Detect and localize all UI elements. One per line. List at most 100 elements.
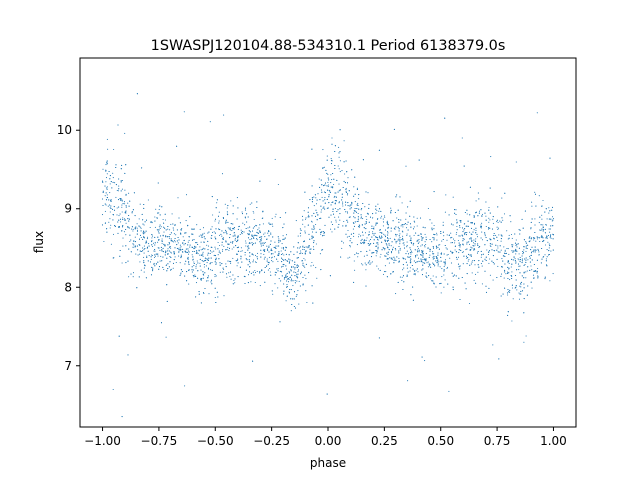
data-point (441, 268, 443, 270)
data-point (314, 215, 317, 217)
data-point (317, 193, 319, 195)
data-point (379, 237, 381, 239)
data-point (302, 262, 304, 264)
data-point (473, 239, 475, 241)
data-point (416, 240, 418, 242)
data-point (281, 275, 283, 277)
data-point (279, 216, 281, 219)
data-point (524, 263, 526, 266)
data-point (376, 222, 378, 224)
data-point (251, 253, 253, 255)
data-point (378, 210, 380, 212)
data-point (205, 259, 207, 261)
data-point (469, 214, 471, 216)
data-point (403, 223, 405, 226)
data-point (462, 238, 464, 240)
data-point (179, 262, 181, 264)
data-point (215, 262, 217, 264)
data-point (195, 264, 197, 266)
data-point (395, 196, 397, 198)
data-point (293, 305, 295, 308)
data-point (398, 257, 400, 259)
data-point (169, 233, 171, 236)
data-point (146, 246, 149, 248)
data-point (489, 212, 491, 214)
data-point (507, 248, 509, 250)
data-point (487, 253, 490, 256)
data-point (399, 233, 401, 235)
data-point (465, 249, 467, 251)
data-point (548, 247, 550, 249)
data-point (284, 275, 287, 277)
data-point (148, 245, 150, 247)
data-point (142, 250, 144, 252)
data-point (476, 233, 478, 235)
data-point (349, 208, 351, 210)
data-point (117, 199, 120, 201)
data-point (253, 218, 255, 221)
data-point (285, 234, 288, 236)
data-point (124, 189, 126, 191)
data-point (292, 266, 294, 268)
data-point (481, 283, 483, 285)
data-point (510, 233, 513, 236)
data-point (525, 242, 527, 244)
data-point (375, 208, 377, 210)
data-point (256, 258, 259, 260)
data-point (375, 245, 377, 247)
data-point (332, 210, 334, 213)
data-point (288, 272, 291, 274)
data-point (192, 259, 194, 261)
data-point (271, 217, 273, 219)
data-point (192, 246, 194, 249)
data-point (485, 215, 487, 217)
data-point (305, 278, 307, 280)
data-point (186, 280, 188, 282)
data-point (262, 223, 264, 225)
data-point (130, 239, 132, 241)
data-point (515, 253, 517, 255)
data-point (537, 248, 539, 250)
data-point (154, 255, 156, 257)
data-point (514, 233, 516, 235)
data-point (202, 255, 204, 257)
data-point (413, 260, 415, 262)
data-point (313, 212, 315, 214)
data-point (112, 219, 114, 221)
data-point (247, 216, 249, 218)
data-point (412, 286, 414, 288)
data-point (463, 238, 465, 240)
data-point (290, 289, 292, 291)
data-point (489, 243, 491, 245)
data-point (110, 199, 112, 201)
data-point (504, 255, 506, 258)
data-point (473, 223, 476, 225)
data-point (109, 178, 111, 180)
data-point (522, 227, 524, 229)
data-point (302, 223, 304, 225)
data-point (393, 128, 395, 130)
data-point (134, 246, 136, 248)
data-point (492, 279, 494, 281)
data-point (428, 263, 430, 265)
data-point (282, 227, 284, 229)
data-point (519, 293, 521, 295)
data-point (145, 219, 148, 221)
data-point (283, 290, 285, 292)
data-point (349, 256, 351, 258)
data-point (406, 234, 408, 236)
data-point (485, 291, 488, 293)
data-point (270, 248, 272, 250)
data-point (414, 270, 416, 272)
data-point (272, 253, 274, 255)
data-point (321, 196, 323, 198)
data-point (291, 274, 293, 276)
data-point (402, 288, 404, 291)
data-point (211, 235, 213, 237)
data-point (319, 217, 321, 220)
data-point (115, 196, 117, 198)
data-point (136, 287, 138, 289)
data-point (267, 261, 270, 264)
data-point (396, 217, 398, 219)
data-point (297, 277, 299, 279)
